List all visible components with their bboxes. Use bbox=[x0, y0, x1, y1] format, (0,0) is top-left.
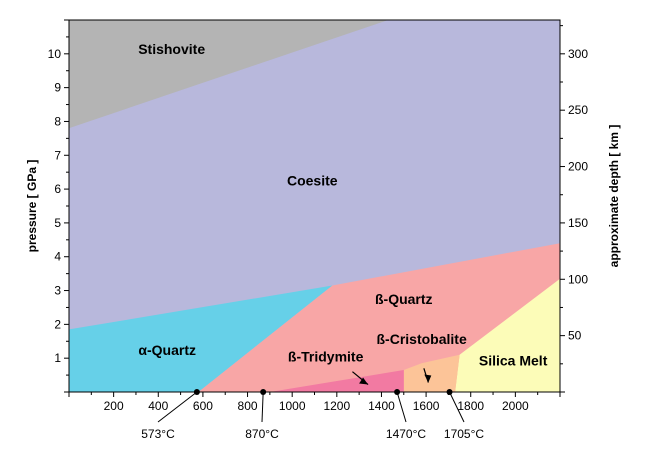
y-tick-label: 8 bbox=[54, 114, 61, 128]
x-tick-label: 1600 bbox=[413, 399, 440, 413]
y-tick-label: 7 bbox=[54, 148, 61, 162]
x-tick-label: 2000 bbox=[502, 399, 529, 413]
boundary-leader bbox=[396, 391, 407, 423]
x-tick-label: 800 bbox=[238, 399, 258, 413]
tridymite-arrowhead bbox=[359, 377, 369, 385]
y2-tick-label: 200 bbox=[568, 160, 588, 174]
x-tick-label: 1800 bbox=[457, 399, 484, 413]
boundary-leader bbox=[261, 391, 264, 423]
x-tick-label: 600 bbox=[193, 399, 213, 413]
x-tick-label: 1200 bbox=[323, 399, 350, 413]
y-tick-label: 10 bbox=[48, 47, 62, 61]
region-label-stishovite: Stishovite bbox=[138, 41, 205, 57]
region-label-coesite: Coesite bbox=[287, 173, 338, 189]
cristobalite-arrowhead bbox=[424, 374, 432, 383]
region-label-quartz: ß-Quartz bbox=[375, 291, 433, 307]
x-tick-label: 400 bbox=[148, 399, 168, 413]
y2-tick-label: 150 bbox=[568, 216, 588, 230]
y-axis-label: pressure [ GPa ] bbox=[25, 160, 39, 253]
regions-layer bbox=[69, 20, 560, 392]
boundary-leader bbox=[449, 391, 465, 423]
region-tridymite bbox=[269, 370, 404, 392]
y-tick-label: 2 bbox=[54, 317, 61, 331]
x-tick-label: 1000 bbox=[279, 399, 306, 413]
boundary-label: 1470°C bbox=[386, 427, 426, 441]
y2-tick-label: 250 bbox=[568, 103, 588, 117]
y-tick-label: 9 bbox=[54, 81, 61, 95]
y-tick-label: 4 bbox=[54, 250, 61, 264]
region-label-silica-melt: Silica Melt bbox=[479, 353, 548, 369]
boundary-label: 1705°C bbox=[444, 427, 484, 441]
boundary-label: 573°C bbox=[141, 427, 175, 441]
boundary-label: 870°C bbox=[245, 427, 279, 441]
x-tick-label: 200 bbox=[104, 399, 124, 413]
labels-layer: Coesite Stishovite α-Quartz ß-Quartz Silica … bbox=[138, 41, 547, 369]
y-tick-label: 6 bbox=[54, 182, 61, 196]
y2-tick-label: 100 bbox=[568, 272, 588, 286]
y2-tick-label: 50 bbox=[568, 329, 582, 343]
region-silica-melt bbox=[455, 278, 560, 392]
y-tick-label: 1 bbox=[54, 351, 61, 365]
y2-tick-label: 300 bbox=[568, 47, 588, 61]
region-label-tridymite: ß-Tridymite bbox=[288, 349, 364, 365]
region-quartz bbox=[69, 285, 333, 392]
region-stishovite bbox=[69, 20, 389, 129]
region-cristobalite bbox=[403, 354, 460, 392]
boundary-leader bbox=[157, 391, 198, 423]
region-label-quartz: α-Quartz bbox=[138, 342, 196, 358]
y-tick-label: 5 bbox=[54, 216, 61, 230]
region-label-cristobalite: ß-Cristobalite bbox=[377, 331, 467, 347]
annotations-layer: 573°C 870°C 1470°C 1705°C bbox=[141, 368, 484, 441]
ticks-layer: 200 400 600 800 1000 1200 1400 1600 1800 2000 1 2 3 4… bbox=[48, 19, 588, 413]
y2-axis-label: approximate depth [ km ] bbox=[607, 125, 621, 268]
y-tick-label: 3 bbox=[54, 284, 61, 298]
x-tick-label: 1400 bbox=[368, 399, 395, 413]
